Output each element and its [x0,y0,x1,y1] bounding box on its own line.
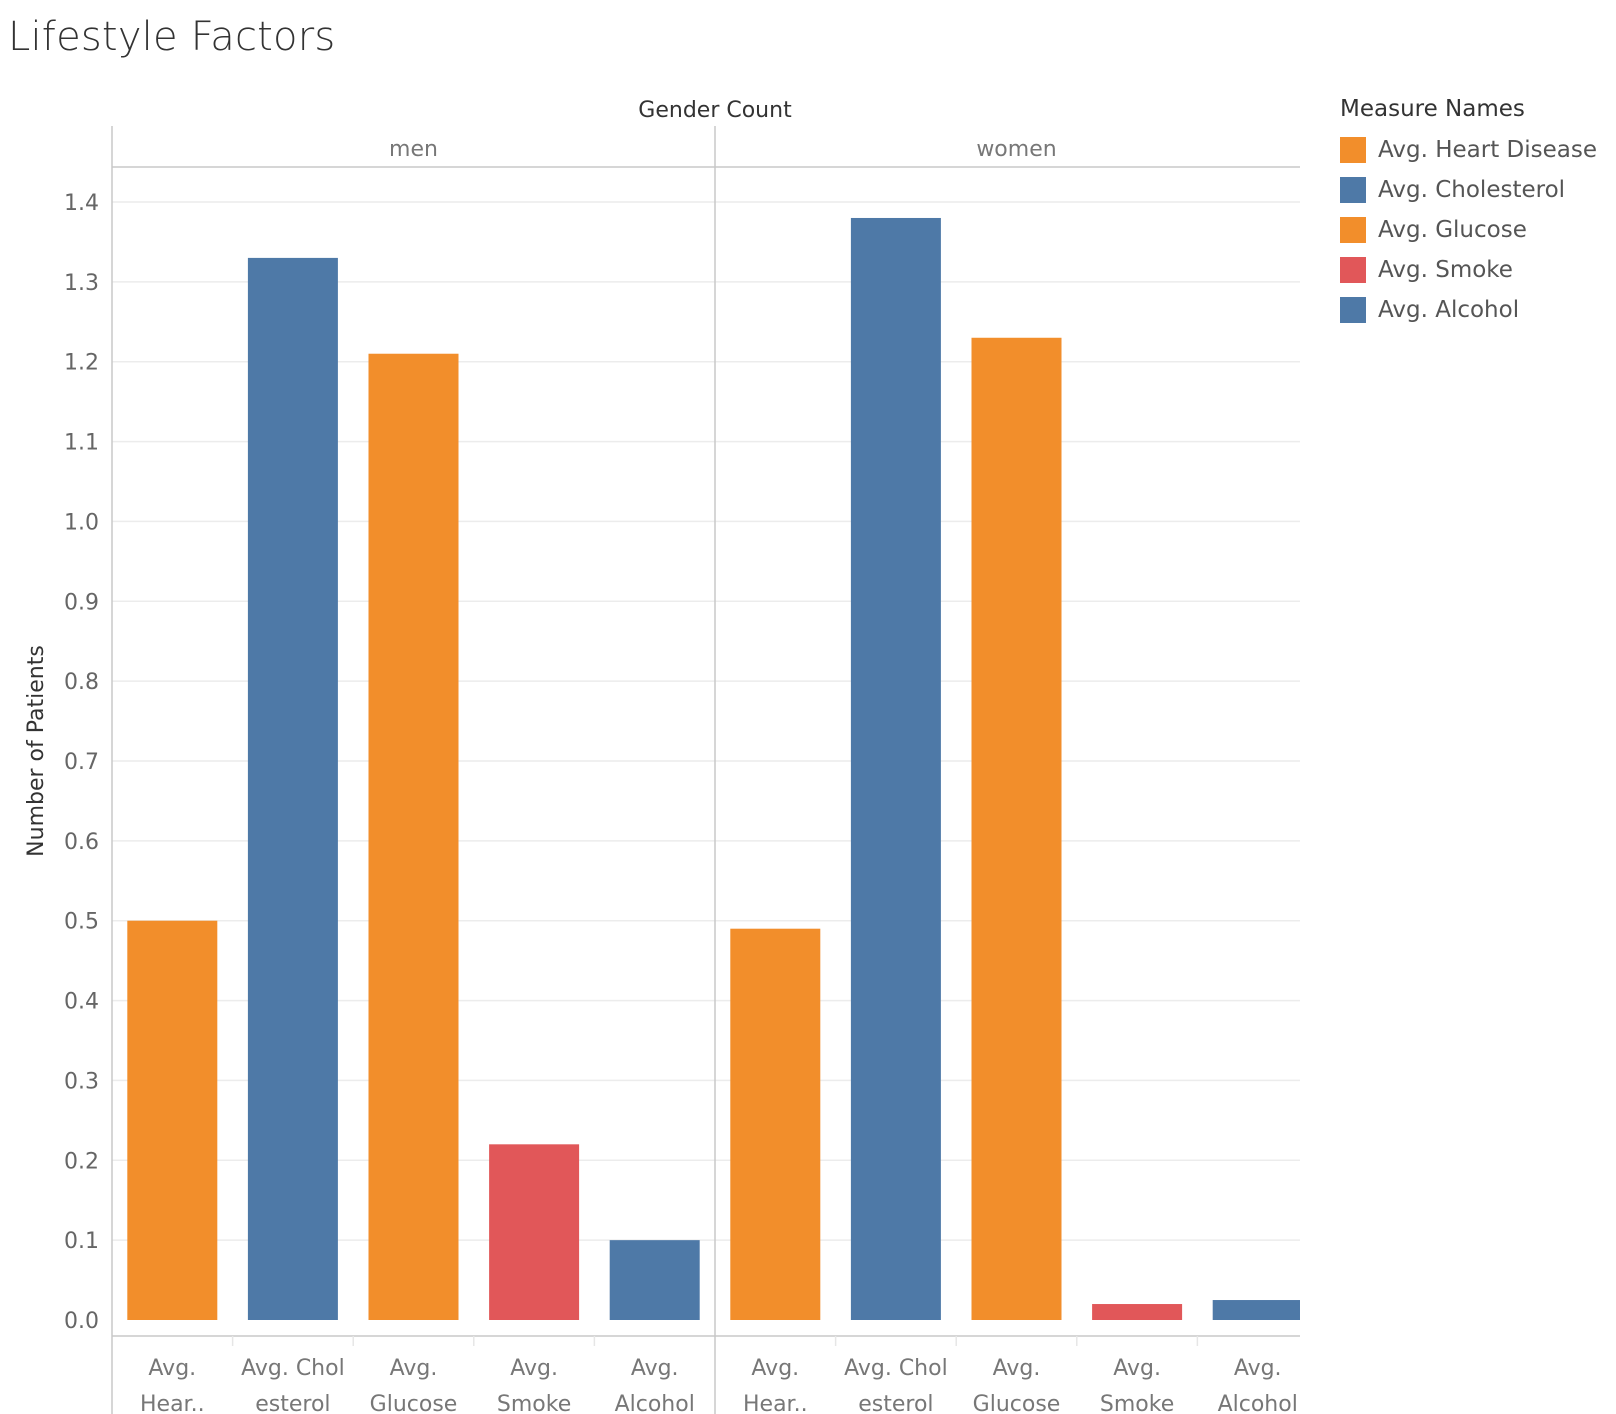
bar-women-1 [850,217,941,1320]
y-tick-label: 0.9 [64,590,99,615]
x-tick-label: Avg. [993,1356,1041,1381]
legend-label: Avg. Heart Disease [1378,137,1598,163]
legend-swatch [1340,297,1366,323]
legend-label: Avg. Glucose [1378,217,1527,243]
x-tick-label: esterol [858,1392,933,1414]
x-tick-label: Glucose [370,1392,458,1414]
legend-item: Avg. Cholesterol [1340,170,1597,210]
legend-label: Avg. Smoke [1378,257,1513,283]
x-tick-label: Avg. [148,1356,196,1381]
x-tick-label: Glucose [973,1392,1061,1414]
x-tick-label: Avg. Chol [844,1356,948,1381]
legend-swatch [1340,257,1366,283]
x-tick-label: Avg. Chol [241,1356,345,1381]
legend-swatch [1340,137,1366,163]
legend-item: Avg. Glucose [1340,210,1597,250]
bar-men-3 [489,1144,580,1320]
chart-area: Gender Count 0.0 0.1 0.2 0.3 0.4 0.5 0.6 0.7 0.8 0… [24,98,1300,1414]
y-tick-label: 0.5 [64,910,99,935]
y-tick-label: 1.4 [64,191,99,216]
bar-women-0 [730,928,821,1320]
legend-swatch [1340,217,1366,243]
y-tick-label: 1.0 [64,510,99,535]
x-tick-label: Avg. [631,1356,679,1381]
y-tick-label: 0.2 [64,1149,99,1174]
chart-title: Lifestyle Factors [8,14,336,60]
y-tick-label: 0.0 [64,1309,99,1334]
legend-title: Measure Names [1340,96,1525,122]
legend-item: Avg. Smoke [1340,250,1597,290]
legend-item: Avg. Heart Disease [1340,130,1597,170]
x-tick-label: Avg. [1113,1356,1161,1381]
y-tick-label: 1.3 [64,271,99,296]
x-tick-label: Alcohol [615,1392,695,1414]
y-tick-label: 0.3 [64,1069,99,1094]
bar-men-4 [609,1240,700,1320]
bar-men-2 [368,353,459,1320]
x-tick-label: Hear.. [743,1392,808,1414]
x-tick-label: Avg. [1234,1356,1282,1381]
legend: Measure Names Avg. Heart Disease Avg. Cho… [1340,96,1597,330]
bar-men-0 [127,920,218,1320]
legend-label: Avg. Cholesterol [1378,177,1566,203]
y-tick-label: 1.2 [64,351,99,376]
x-tick-label: Smoke [497,1392,571,1414]
bar-women-2 [971,337,1062,1320]
y-tick-label: 0.8 [64,670,99,695]
bar-women-3 [1092,1304,1183,1320]
y-axis-label: Number of Patients [24,645,49,857]
bar-women-4 [1212,1300,1300,1320]
y-tick-label: 0.7 [64,750,99,775]
legend-swatch [1340,177,1366,203]
legend-items: Avg. Heart Disease Avg. Cholesterol Avg. G… [1340,130,1597,330]
x-tick-label: Avg. [751,1356,799,1381]
x-tick-label: Hear.. [140,1392,205,1414]
x-tick-label: Alcohol [1218,1392,1298,1414]
y-tick-label: 0.1 [64,1229,99,1254]
legend-item: Avg. Alcohol [1340,290,1597,330]
panel-header-women: women [976,137,1056,162]
y-tick-label: 0.6 [64,830,99,855]
column-header: Gender Count [638,98,792,123]
legend-label: Avg. Alcohol [1378,297,1520,323]
y-tick-label: 0.4 [64,990,99,1015]
x-tick-label: Avg. [390,1356,438,1381]
bar-men-1 [247,257,338,1320]
panel-header-men: men [389,137,438,162]
y-tick-label: 1.1 [64,431,99,456]
x-tick-label: Smoke [1100,1392,1174,1414]
x-tick-label: Avg. [510,1356,558,1381]
x-tick-label: esterol [255,1392,330,1414]
